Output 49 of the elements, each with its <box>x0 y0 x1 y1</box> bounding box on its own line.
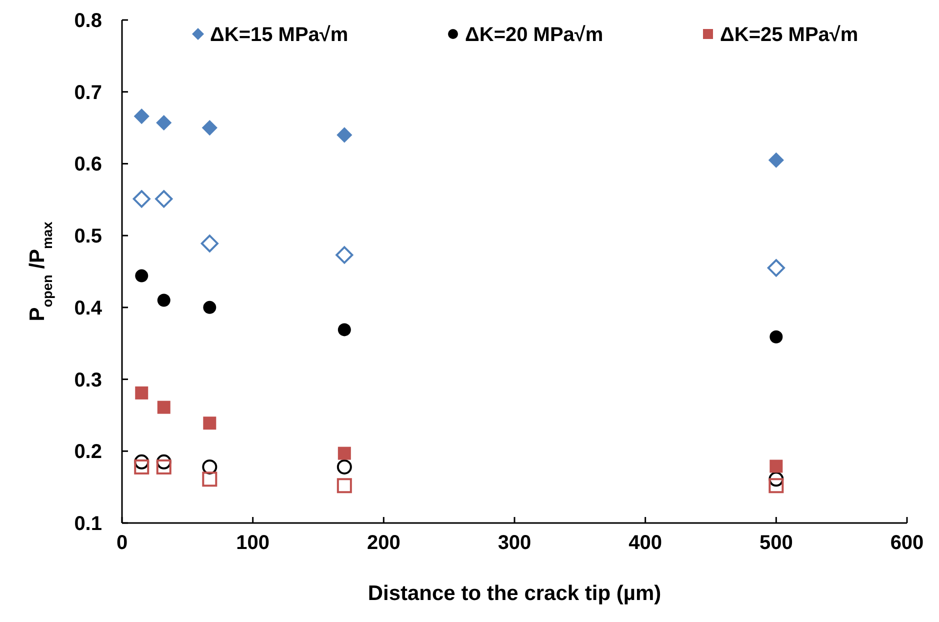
x-tick-label: 600 <box>890 532 924 554</box>
point <box>156 454 172 470</box>
x-tick-label: 400 <box>628 532 662 554</box>
point <box>768 152 784 168</box>
point <box>157 400 170 414</box>
point <box>768 472 784 487</box>
point <box>338 446 351 460</box>
y-tick-label: 0.7 <box>74 82 102 104</box>
point <box>768 478 784 494</box>
y-tick-label: 0.8 <box>74 10 102 32</box>
point <box>202 120 218 136</box>
x-tick-label: 100 <box>236 532 270 554</box>
point <box>135 386 148 400</box>
x-tick-label: 300 <box>498 532 532 554</box>
point <box>770 460 783 473</box>
point <box>156 114 172 131</box>
point <box>134 459 150 474</box>
point <box>135 269 148 282</box>
point <box>134 454 150 470</box>
y-tick-label: 0.5 <box>74 226 102 248</box>
x-tick-label: 200 <box>366 532 400 554</box>
point <box>132 190 150 208</box>
x-tick-label: 500 <box>759 532 793 554</box>
point <box>202 459 218 474</box>
point <box>156 459 172 474</box>
y-tick-label: 0.1 <box>74 513 102 535</box>
point <box>336 246 354 264</box>
point <box>770 330 783 344</box>
point <box>336 478 352 494</box>
legend-label: ΔK=15 MPa√m <box>210 24 348 46</box>
x-tick-label: 0 <box>116 532 128 554</box>
point <box>767 259 785 277</box>
point <box>202 472 218 487</box>
y-tick-label: 0.2 <box>74 441 102 464</box>
legend-label: ΔK=20 MPa√m <box>465 24 604 46</box>
point <box>203 300 216 314</box>
y-tick-label: 0.6 <box>74 154 102 176</box>
y-tick-label: 0.3 <box>74 369 102 392</box>
point <box>336 127 352 143</box>
point <box>134 108 150 124</box>
point <box>155 190 173 208</box>
point <box>200 234 218 252</box>
point <box>203 416 216 430</box>
y-tick-label: 0.4 <box>74 297 103 320</box>
x-axis-title: Distance to the crack tip (µm) <box>368 582 662 605</box>
point <box>157 294 170 307</box>
point <box>336 459 352 474</box>
point <box>338 323 351 336</box>
legend-label: ΔK=25 MPa√m <box>720 24 858 46</box>
